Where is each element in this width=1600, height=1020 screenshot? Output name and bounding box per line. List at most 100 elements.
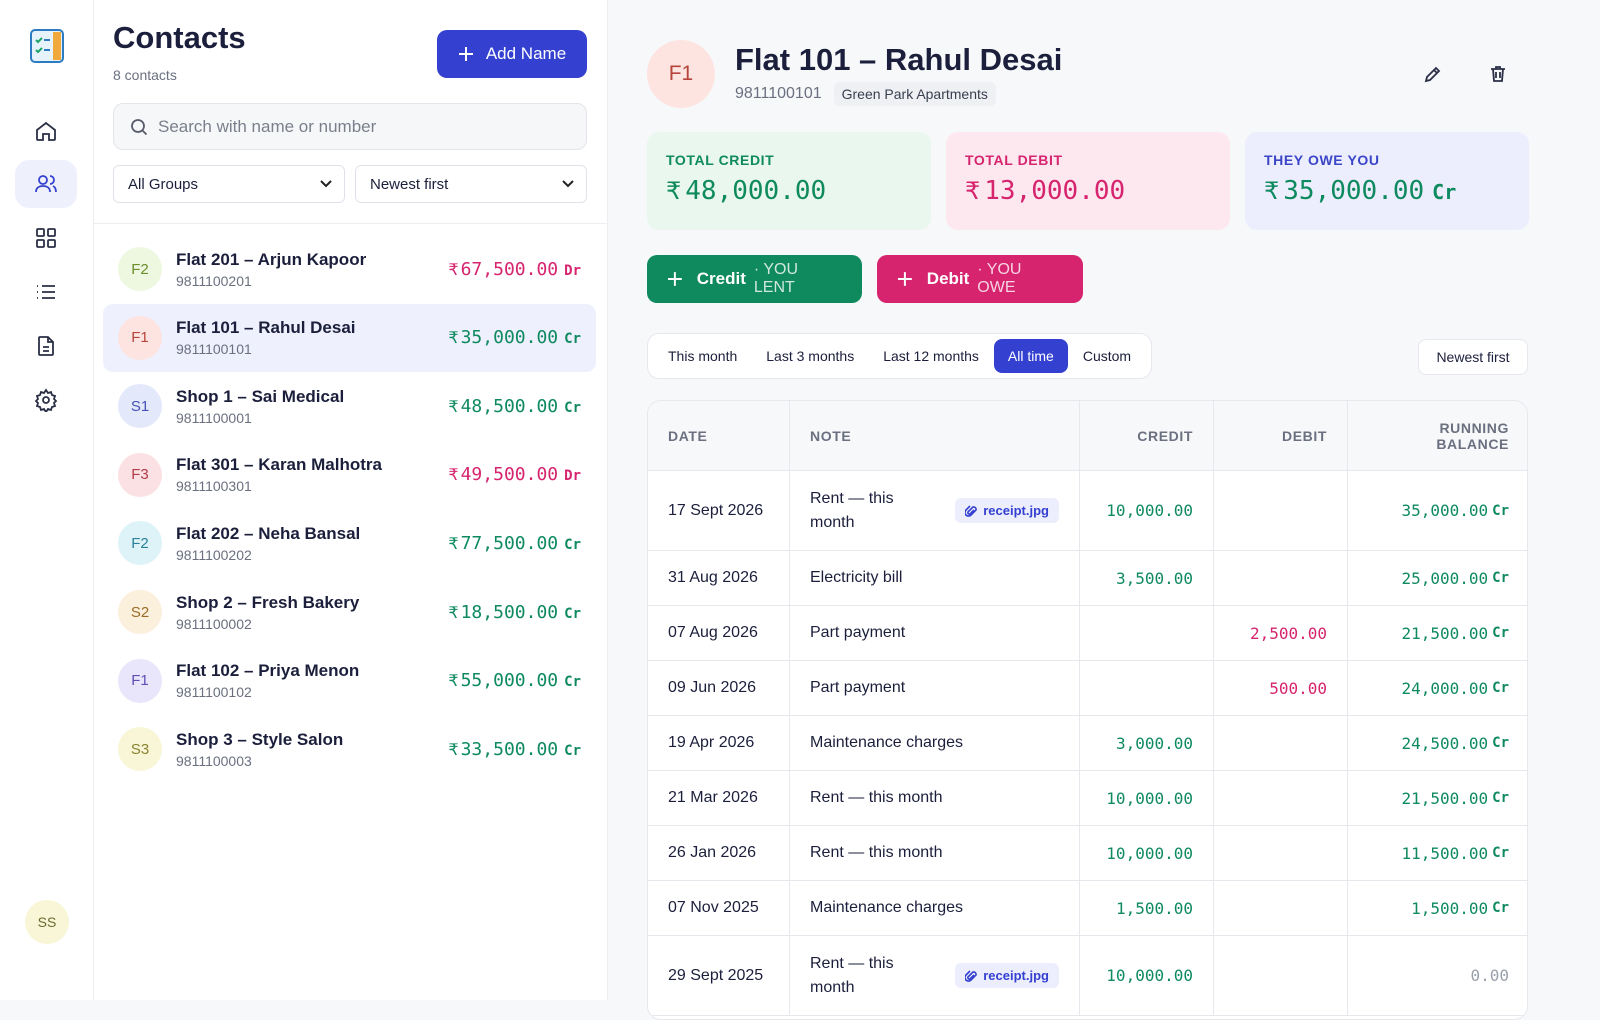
contact-item[interactable]: F2 Flat 201 – Arjun Kapoor 9811100201 ₹67,5… bbox=[103, 235, 596, 303]
table-row: 21 Mar 2026 Rent — this month 10,000.00 21,… bbox=[648, 771, 1527, 826]
note: Part payment bbox=[810, 679, 906, 696]
attachment[interactable]: receipt.jpg bbox=[955, 498, 1059, 523]
period-tab[interactable]: Custom bbox=[1082, 348, 1132, 364]
add-button-label: Add Name bbox=[485, 44, 567, 63]
credit-cell: 10,000.00 bbox=[1080, 471, 1214, 550]
period-tab[interactable]: All time bbox=[993, 339, 1068, 373]
contact-balance: ₹55,000.00 Cr bbox=[448, 670, 581, 691]
period-tab[interactable]: This month bbox=[668, 348, 738, 364]
contact-info: Flat 101 – Rahul Desai 9811100101 bbox=[176, 318, 448, 357]
contact-item[interactable]: S2 Shop 2 – Fresh Bakery 9811100002 ₹18,500… bbox=[103, 578, 596, 646]
note-cell: Rent — this month bbox=[790, 826, 1080, 880]
amount: 67,500.00 bbox=[460, 258, 559, 280]
edit-button[interactable] bbox=[1423, 64, 1443, 84]
contact-item[interactable]: F1 Flat 102 – Priya Menon 9811100102 ₹55,00… bbox=[103, 647, 596, 715]
plus-icon bbox=[667, 272, 682, 286]
nav-list[interactable] bbox=[15, 268, 77, 316]
summary-card: THEY OWE YOU ₹35,000.00 Cr bbox=[1245, 132, 1529, 230]
currency: ₹ bbox=[448, 739, 459, 759]
group-filter[interactable]: All Groups bbox=[113, 165, 345, 203]
credit: 3,000.00 bbox=[1115, 733, 1193, 753]
table-header: DATE NOTE CREDIT DEBIT RUNNING BALANCE bbox=[648, 401, 1527, 471]
date-cell: 07 Nov 2025 bbox=[648, 881, 790, 935]
action-button[interactable]: Credit · YOU LENT bbox=[647, 255, 862, 303]
currency: ₹ bbox=[448, 602, 459, 622]
attachment-name: receipt.jpg bbox=[983, 968, 1049, 983]
note-cell: Rent — this month receipt.jpg bbox=[790, 936, 1080, 1015]
period-tab[interactable]: Last 12 months bbox=[883, 348, 979, 364]
nav-reports[interactable] bbox=[15, 322, 77, 370]
user-avatar[interactable]: SS bbox=[25, 900, 69, 944]
contact-phone: 9811100101 bbox=[176, 341, 252, 358]
contact-item[interactable]: F3 Flat 301 – Karan Malhotra 9811100301 ₹49… bbox=[103, 441, 596, 509]
note: Rent — this month bbox=[810, 789, 943, 806]
nav-home[interactable] bbox=[15, 107, 77, 155]
date-cell: 29 Sept 2025 bbox=[648, 936, 790, 1015]
detail-name: Flat 101 – Rahul Desai bbox=[735, 42, 1063, 77]
balance-suffix: Cr bbox=[564, 674, 581, 691]
attachment-name: receipt.jpg bbox=[983, 503, 1049, 518]
table-row: 07 Aug 2026 Part payment 2,500.00 21,500.00… bbox=[648, 606, 1527, 661]
contact-balance: ₹33,500.00 Cr bbox=[448, 739, 581, 760]
date-cell: 31 Aug 2026 bbox=[648, 551, 790, 605]
detail-meta: 9811100101 Green Park Apartments bbox=[735, 82, 996, 106]
currency: ₹ bbox=[448, 328, 459, 348]
contact-name: Shop 2 – Fresh Bakery bbox=[176, 592, 360, 612]
table-row: 31 Aug 2026 Electricity bill 3,500.00 25,00… bbox=[648, 551, 1527, 606]
contact-name: Flat 202 – Neha Bansal bbox=[176, 523, 361, 543]
detail-sort[interactable]: Newest first bbox=[1418, 339, 1528, 375]
contact-phone: 9811100003 bbox=[176, 752, 252, 769]
balance: 25,000.00 bbox=[1401, 568, 1489, 588]
contact-item[interactable]: S1 Shop 1 – Sai Medical 9811100001 ₹48,500.… bbox=[103, 372, 596, 440]
clip-icon bbox=[965, 969, 978, 982]
action-hint: · YOU OWE bbox=[977, 261, 1022, 296]
note: Rent — this month bbox=[810, 844, 943, 861]
credit-cell bbox=[1080, 661, 1214, 715]
note: Rent — this month bbox=[810, 954, 894, 996]
contact-balance: ₹48,500.00 Cr bbox=[448, 396, 581, 417]
action-button[interactable]: Debit · YOU OWE bbox=[877, 255, 1083, 303]
period-tab[interactable]: Last 3 months bbox=[766, 348, 855, 364]
nav-contacts[interactable] bbox=[15, 160, 77, 208]
date-cell: 09 Jun 2026 bbox=[648, 661, 790, 715]
balance-cell: 24,500.00 Cr bbox=[1348, 716, 1527, 770]
balance-suffix: Cr bbox=[564, 605, 581, 622]
balance: 11,500.00 bbox=[1401, 843, 1489, 863]
date-cell: 07 Aug 2026 bbox=[648, 606, 790, 660]
sort-select[interactable]: Newest first bbox=[355, 165, 587, 203]
credit-cell: 10,000.00 bbox=[1080, 936, 1214, 1015]
contact-balance: ₹35,000.00 Cr bbox=[448, 327, 581, 348]
card-label: TOTAL CREDIT bbox=[666, 152, 775, 168]
credit-cell: 10,000.00 bbox=[1080, 771, 1214, 825]
delete-button[interactable] bbox=[1488, 64, 1508, 84]
table-row: 26 Jan 2026 Rent — this month 10,000.00 11,… bbox=[648, 826, 1527, 881]
debit-cell bbox=[1214, 826, 1348, 880]
amount: 35,000.00 bbox=[460, 327, 559, 349]
attachment[interactable]: receipt.jpg bbox=[955, 963, 1059, 988]
debit: 2,500.00 bbox=[1249, 623, 1327, 643]
note: Part payment bbox=[810, 624, 906, 641]
contact-count: 8 contacts bbox=[113, 67, 177, 83]
contact-item[interactable]: F1 Flat 101 – Rahul Desai 9811100101 ₹35,00… bbox=[103, 303, 596, 372]
balance: 24,500.00 bbox=[1401, 733, 1489, 753]
add-button[interactable]: Add Name bbox=[437, 30, 587, 78]
contact-avatar: S3 bbox=[118, 727, 162, 772]
table-row: 07 Nov 2025 Maintenance charges 1,500.00 1,… bbox=[648, 881, 1527, 936]
contact-avatar: F1 bbox=[118, 315, 162, 360]
plus-icon bbox=[897, 272, 912, 286]
debit-cell bbox=[1214, 771, 1348, 825]
contact-balance: ₹49,500.00 Dr bbox=[448, 464, 581, 485]
balance: 1,500.00 bbox=[1411, 898, 1489, 918]
logo[interactable] bbox=[29, 28, 65, 64]
card-amount: ₹35,000.00 Cr bbox=[1264, 176, 1510, 206]
contact-item[interactable]: F2 Flat 202 – Neha Bansal 9811100202 ₹77,50… bbox=[103, 509, 596, 577]
balance-suffix: Dr bbox=[564, 468, 581, 485]
contact-name: Flat 101 – Rahul Desai bbox=[176, 318, 356, 338]
contact-name: Flat 301 – Karan Malhotra bbox=[176, 455, 382, 475]
search-box[interactable]: Search with name or number bbox=[113, 103, 587, 150]
contact-item[interactable]: S3 Shop 3 – Style Salon 9811100003 ₹33,500.… bbox=[103, 715, 596, 783]
nav-groups[interactable] bbox=[15, 214, 77, 262]
nav-settings[interactable] bbox=[15, 376, 77, 424]
contact-info: Shop 3 – Style Salon 9811100003 bbox=[176, 730, 448, 769]
balance-suffix: Cr bbox=[1432, 180, 1457, 204]
